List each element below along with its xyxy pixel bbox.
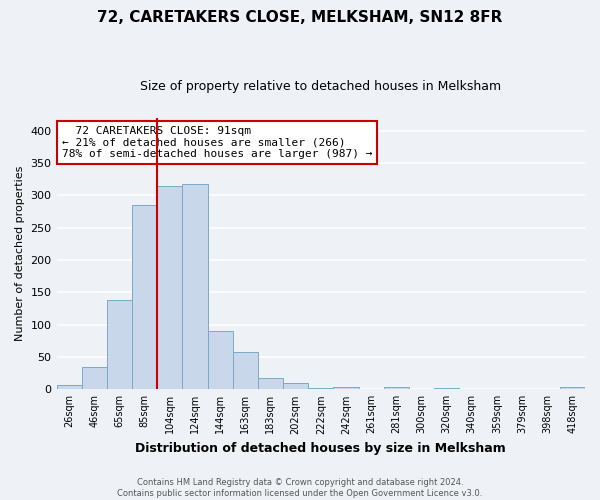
Bar — [484, 388, 509, 390]
Bar — [233, 352, 258, 390]
Bar — [182, 184, 208, 390]
Bar — [132, 205, 157, 390]
X-axis label: Distribution of detached houses by size in Melksham: Distribution of detached houses by size … — [136, 442, 506, 455]
Bar — [334, 388, 359, 390]
Title: Size of property relative to detached houses in Melksham: Size of property relative to detached ho… — [140, 80, 502, 93]
Text: 72, CARETAKERS CLOSE, MELKSHAM, SN12 8FR: 72, CARETAKERS CLOSE, MELKSHAM, SN12 8FR — [97, 10, 503, 25]
Bar — [258, 378, 283, 390]
Bar — [107, 300, 132, 390]
Bar — [56, 385, 82, 390]
Bar — [208, 331, 233, 390]
Bar — [308, 388, 334, 390]
Bar — [82, 366, 107, 390]
Bar — [283, 383, 308, 390]
Text: 72 CARETAKERS CLOSE: 91sqm
← 21% of detached houses are smaller (266)
78% of sem: 72 CARETAKERS CLOSE: 91sqm ← 21% of deta… — [62, 126, 373, 159]
Y-axis label: Number of detached properties: Number of detached properties — [15, 166, 25, 341]
Bar — [157, 186, 182, 390]
Bar — [383, 386, 409, 390]
Bar — [560, 388, 585, 390]
Text: Contains HM Land Registry data © Crown copyright and database right 2024.
Contai: Contains HM Land Registry data © Crown c… — [118, 478, 482, 498]
Bar — [434, 388, 459, 390]
